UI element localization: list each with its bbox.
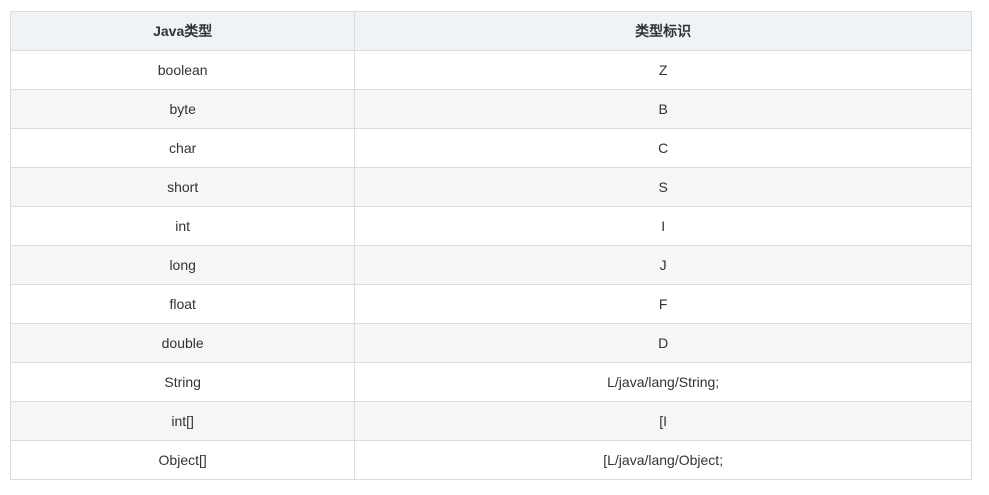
type-signature-cell: F: [354, 284, 972, 324]
header-java-type: Java类型: [9, 11, 356, 51]
type-signature-cell: B: [354, 89, 972, 129]
java-type-cell: boolean: [9, 50, 356, 90]
java-type-cell: String: [9, 362, 356, 402]
type-signature-cell: J: [354, 245, 972, 285]
java-type-cell: float: [9, 284, 356, 324]
type-signature-cell: I: [354, 206, 972, 246]
java-type-cell: int: [9, 206, 356, 246]
java-type-cell: short: [9, 167, 356, 207]
type-signature-cell: C: [354, 128, 972, 168]
java-type-cell: int[]: [9, 401, 356, 441]
type-signature-cell: Z: [354, 50, 972, 90]
java-type-cell: long: [9, 245, 356, 285]
table-row: String L/java/lang/String;: [9, 362, 972, 402]
java-type-cell: double: [9, 323, 356, 363]
table-row: int[] [I: [9, 401, 972, 441]
table-row: Object[] [L/java/lang/Object;: [9, 440, 972, 480]
table-body: boolean Z byte B char C short S int I lo…: [9, 50, 972, 480]
table-row: boolean Z: [9, 50, 972, 90]
type-signature-cell: [I: [354, 401, 972, 441]
table-row: int I: [9, 206, 972, 246]
table-row: long J: [9, 245, 972, 285]
java-type-cell: byte: [9, 89, 356, 129]
table-header: Java类型 类型标识: [9, 11, 972, 51]
type-signature-cell: S: [354, 167, 972, 207]
java-type-cell: Object[]: [9, 440, 356, 480]
table-row: short S: [9, 167, 972, 207]
table-row: float F: [9, 284, 972, 324]
header-row: Java类型 类型标识: [9, 11, 972, 51]
type-signature-cell: L/java/lang/String;: [354, 362, 972, 402]
java-type-signature-table: Java类型 类型标识 boolean Z byte B char C shor…: [9, 11, 972, 480]
type-signature-cell: D: [354, 323, 972, 363]
table-row: byte B: [9, 89, 972, 129]
table-row: double D: [9, 323, 972, 363]
header-type-signature: 类型标识: [354, 11, 972, 51]
table-row: char C: [9, 128, 972, 168]
type-signature-cell: [L/java/lang/Object;: [354, 440, 972, 480]
java-type-cell: char: [9, 128, 356, 168]
